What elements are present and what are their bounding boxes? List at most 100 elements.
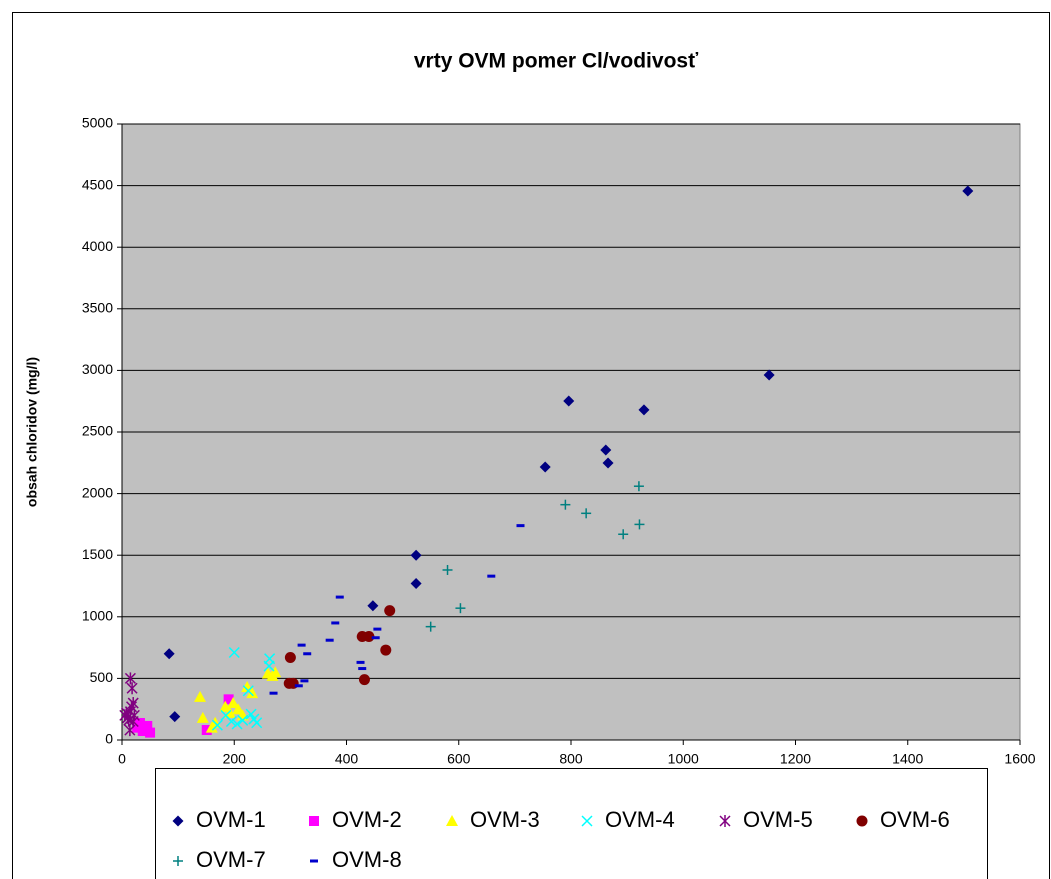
- point: [124, 672, 136, 685]
- point: [560, 499, 571, 510]
- y-tick-label: 1000: [82, 608, 113, 624]
- point: [363, 631, 375, 643]
- point: [242, 685, 254, 697]
- point: [410, 549, 422, 561]
- marker-shape: [194, 690, 207, 702]
- point: [201, 725, 212, 736]
- y-tick-label: 500: [90, 669, 114, 685]
- point: [232, 703, 245, 715]
- point: [284, 651, 296, 663]
- point: [245, 708, 257, 720]
- y-tick-label: 2500: [82, 423, 113, 439]
- point: [367, 600, 379, 612]
- marker-shape: [137, 726, 148, 737]
- point: [962, 185, 974, 197]
- y-tick-label: 1500: [82, 546, 113, 562]
- x-tick-label: 1000: [668, 751, 699, 767]
- y-tick-label: 3000: [82, 361, 113, 377]
- legend-label: OVM-6: [880, 807, 950, 832]
- marker-shape: [600, 444, 612, 456]
- marker-stroke: [264, 653, 276, 665]
- marker-shape: [172, 815, 184, 827]
- legend-marker: [856, 815, 868, 827]
- point: [246, 687, 259, 699]
- y-tick-label: 4500: [82, 176, 113, 192]
- legend-box: [155, 768, 988, 879]
- point: [231, 718, 243, 730]
- point: [618, 529, 629, 540]
- x-tick-label: 800: [559, 751, 583, 767]
- legend-label: OVM-3: [470, 807, 540, 832]
- point: [425, 621, 436, 632]
- x-tick-label: 1200: [780, 751, 811, 767]
- marker-shape: [134, 717, 145, 728]
- point: [145, 727, 156, 738]
- point: [142, 720, 153, 731]
- marker-stroke: [263, 660, 275, 672]
- marker-shape: [856, 815, 868, 827]
- marker-stroke: [220, 709, 232, 721]
- point: [269, 666, 282, 678]
- marker-shape: [410, 549, 422, 561]
- point: [410, 578, 422, 590]
- marker-shape: [367, 600, 379, 612]
- marker-shape: [163, 648, 175, 660]
- point: [227, 697, 240, 709]
- marker-shape: [446, 815, 458, 826]
- point: [163, 648, 175, 660]
- marker-shape: [638, 404, 650, 416]
- point: [633, 481, 644, 492]
- marker-shape: [602, 457, 614, 469]
- y-tick-label: 0: [105, 731, 113, 747]
- y-tick-label: 4000: [82, 238, 113, 254]
- point: [169, 711, 181, 723]
- point: [223, 694, 234, 705]
- point: [228, 646, 240, 659]
- x-tick-label: 200: [223, 751, 247, 767]
- point: [137, 726, 148, 737]
- marker-shape: [539, 461, 551, 473]
- legend-marker: [581, 815, 593, 827]
- marker-stroke: [231, 718, 243, 730]
- marker-shape: [962, 185, 974, 197]
- x-tick-label: 600: [447, 751, 471, 767]
- marker-shape: [223, 694, 234, 705]
- marker-stroke: [245, 708, 257, 720]
- marker-shape: [145, 727, 156, 738]
- point: [211, 719, 223, 731]
- point: [539, 461, 551, 473]
- y-axis-label: obsah chloridov (mg/l): [24, 357, 40, 507]
- point: [237, 714, 249, 726]
- point: [563, 395, 575, 407]
- point: [634, 519, 645, 530]
- x-tick-label: 400: [335, 751, 359, 767]
- marker-stroke: [228, 646, 240, 659]
- chart-title: vrty OVM pomer Cl/vodivosť: [414, 50, 699, 73]
- point: [380, 644, 392, 656]
- marker-stroke: [581, 815, 593, 827]
- marker-shape: [563, 395, 575, 407]
- marker-shape: [410, 578, 422, 590]
- marker-stroke: [211, 719, 223, 731]
- legend-marker: [719, 815, 731, 827]
- marker-shape: [142, 720, 153, 731]
- point: [600, 444, 612, 456]
- point: [638, 404, 650, 416]
- legend-label: OVM-8: [332, 847, 402, 872]
- marker-shape: [763, 369, 775, 381]
- marker-shape: [363, 631, 375, 643]
- marker-stroke: [237, 714, 249, 726]
- point: [581, 508, 592, 519]
- legend-marker: [173, 856, 183, 866]
- marker-stroke: [242, 685, 254, 697]
- point: [602, 457, 614, 469]
- y-tick-label: 2000: [82, 484, 113, 500]
- marker-shape: [358, 674, 370, 686]
- point: [455, 603, 466, 614]
- marker-shape: [380, 644, 392, 656]
- point: [220, 709, 232, 721]
- marker-shape: [269, 666, 282, 678]
- marker-shape: [201, 725, 212, 736]
- legend-marker: [309, 816, 319, 826]
